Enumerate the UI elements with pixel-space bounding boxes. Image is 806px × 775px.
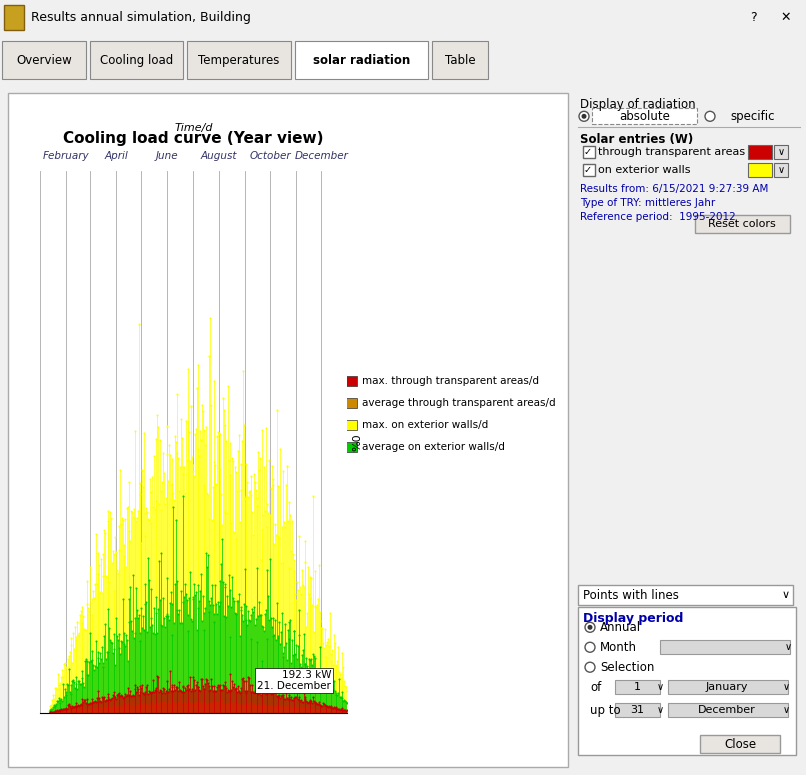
Text: average through transparent areas/d: average through transparent areas/d (362, 398, 555, 408)
Bar (8, 93, 568, 767)
Text: ∨: ∨ (656, 705, 663, 715)
Text: Solar entries (W): Solar entries (W) (580, 133, 693, 146)
Circle shape (579, 112, 589, 122)
Bar (615, 680, 660, 694)
Text: Close: Close (724, 738, 756, 750)
Bar (578, 608, 796, 755)
Text: Time/d: Time/d (174, 122, 213, 133)
Text: Display period: Display period (583, 612, 683, 625)
Bar (748, 145, 772, 159)
Text: ∨: ∨ (656, 682, 663, 692)
Bar (90, 41, 183, 79)
Bar (187, 41, 291, 79)
Text: Table: Table (445, 54, 476, 67)
Text: specific: specific (730, 110, 775, 122)
Text: Reset colors: Reset colors (708, 219, 776, 229)
Bar (345, 398, 357, 408)
Circle shape (585, 622, 595, 632)
Text: Type of TRY: mittleres Jahr: Type of TRY: mittleres Jahr (580, 198, 715, 208)
Bar (774, 145, 788, 159)
Bar (2, 41, 86, 79)
Title: Cooling load curve (Year view): Cooling load curve (Year view) (63, 131, 324, 146)
Text: up to: up to (590, 704, 621, 717)
Circle shape (585, 642, 595, 653)
Text: ∨: ∨ (784, 642, 791, 653)
Text: ✕: ✕ (780, 11, 791, 24)
Text: 31: 31 (630, 705, 644, 715)
Text: through transparent areas: through transparent areas (598, 147, 745, 157)
Bar (583, 164, 595, 176)
Text: Temperatures: Temperatures (198, 54, 280, 67)
Text: Selection: Selection (600, 661, 654, 673)
Text: average on exterior walls/d: average on exterior walls/d (362, 442, 505, 452)
Text: 192.3 kW
21. December: 192.3 kW 21. December (257, 670, 331, 691)
Text: December: December (698, 705, 756, 715)
Text: 1: 1 (634, 682, 641, 692)
Bar (695, 215, 790, 233)
Text: ?: ? (750, 11, 757, 24)
Bar (345, 442, 357, 452)
Text: max. on exterior walls/d: max. on exterior walls/d (362, 420, 488, 429)
Text: ✓: ✓ (584, 147, 592, 157)
Bar (575, 93, 800, 767)
Text: Month: Month (600, 641, 637, 654)
Text: Results from: 6/15/2021 9:27:39 AM: Results from: 6/15/2021 9:27:39 AM (580, 184, 768, 195)
Text: ∨: ∨ (783, 682, 790, 692)
Text: ∨: ∨ (778, 147, 784, 157)
Text: Reference period:  1995-2012: Reference period: 1995-2012 (580, 212, 736, 222)
Text: of: of (590, 680, 601, 694)
Bar (700, 735, 780, 753)
Text: absolute: absolute (620, 110, 671, 122)
Text: Annual: Annual (600, 621, 641, 634)
Bar (583, 146, 595, 158)
Circle shape (585, 662, 595, 672)
Text: Display of radiation: Display of radiation (580, 98, 696, 112)
Text: ∨: ∨ (783, 705, 790, 715)
Text: ∨: ∨ (782, 591, 790, 601)
Text: on exterior walls: on exterior walls (598, 165, 691, 175)
Bar (592, 109, 697, 124)
Bar (774, 164, 788, 177)
Bar (4, 5, 24, 29)
Circle shape (581, 114, 587, 119)
Text: %0: %0 (353, 433, 363, 450)
Text: January: January (706, 682, 748, 692)
Bar (432, 41, 488, 79)
Text: Overview: Overview (16, 54, 72, 67)
Text: ∨: ∨ (778, 165, 784, 175)
Bar (345, 420, 357, 429)
Circle shape (588, 625, 592, 630)
Bar (615, 703, 660, 717)
Bar (668, 680, 788, 694)
Bar (295, 41, 428, 79)
Circle shape (705, 112, 715, 122)
Text: Cooling load: Cooling load (100, 54, 173, 67)
Text: ✓: ✓ (584, 165, 592, 175)
Text: Results annual simulation, Building: Results annual simulation, Building (31, 11, 251, 24)
Bar (668, 703, 788, 717)
Text: max. through transparent areas/d: max. through transparent areas/d (362, 376, 539, 386)
Text: Points with lines: Points with lines (583, 589, 679, 602)
Bar (660, 640, 790, 654)
Bar (345, 376, 357, 386)
Bar (748, 164, 772, 177)
Bar (578, 585, 793, 605)
Text: solar radiation: solar radiation (313, 54, 410, 67)
